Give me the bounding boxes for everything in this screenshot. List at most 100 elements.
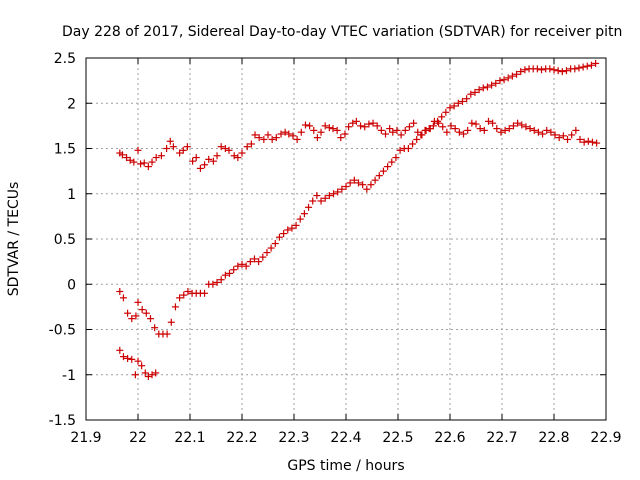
data-point (134, 357, 142, 365)
data-point (221, 145, 229, 152)
data-point (333, 126, 341, 134)
data-point (225, 146, 233, 154)
data-point (157, 152, 165, 160)
data-point (447, 122, 455, 130)
data-point (526, 125, 534, 133)
data-point (471, 88, 479, 96)
data-point (357, 122, 365, 130)
data-point (369, 119, 377, 127)
data-point (363, 185, 371, 193)
data-point (296, 215, 304, 223)
data-point (205, 155, 213, 163)
data-point (451, 125, 459, 133)
data-point (439, 123, 447, 131)
data-point (501, 126, 509, 134)
data-point (458, 97, 466, 105)
x-axis-label: GPS time / hours (287, 458, 404, 474)
data-point (141, 369, 149, 377)
data-point (179, 146, 187, 154)
data-point (118, 151, 126, 159)
data-point (517, 68, 525, 76)
data-point (132, 312, 140, 320)
data-point (169, 143, 177, 151)
data-point (468, 119, 476, 127)
data-point (455, 128, 463, 136)
x-tick-label: 22.6 (434, 430, 465, 446)
data-point (409, 140, 417, 148)
data-point (361, 123, 369, 131)
data-point (346, 179, 354, 187)
data-point (138, 306, 146, 314)
data-point (134, 298, 142, 306)
data-point (472, 120, 480, 128)
y-tick-label: -1 (62, 368, 76, 384)
data-point (367, 181, 375, 189)
data-point (530, 126, 538, 134)
data-point (213, 278, 221, 286)
data-point (268, 135, 276, 143)
data-point (250, 255, 258, 263)
y-tick-label: -1.5 (49, 413, 76, 429)
data-point (460, 130, 468, 138)
data-point (546, 65, 554, 73)
data-point (281, 128, 289, 136)
data-point (571, 65, 579, 73)
data-point (226, 269, 234, 277)
data-point (480, 126, 488, 134)
data-point (259, 253, 267, 261)
y-tick-label: -0.5 (49, 323, 76, 339)
data-point (134, 146, 142, 154)
data-point (209, 157, 217, 165)
data-point (271, 240, 279, 248)
data-point (301, 121, 309, 129)
data-point (377, 126, 385, 134)
data-point (497, 128, 505, 136)
data-point (588, 138, 596, 146)
y-axis: -1.5 -1 -0.5 0 0.5 1 1.5 2 2.5 (49, 51, 606, 429)
y-axis-label: SDTVAR / TECUs (6, 182, 22, 297)
data-point (592, 59, 600, 67)
data-point (310, 126, 318, 134)
x-tick-label: 22.2 (226, 430, 257, 446)
data-point (275, 233, 283, 241)
data-point (152, 154, 160, 162)
data-point (365, 120, 373, 128)
data-point (397, 131, 405, 139)
data-point (493, 125, 501, 133)
data-point (492, 79, 500, 87)
data-point (128, 355, 136, 363)
data-point (371, 176, 379, 184)
data-point (373, 122, 381, 130)
grid (86, 58, 606, 420)
data-point (184, 287, 192, 295)
data-point (442, 108, 450, 116)
data-point (389, 128, 397, 136)
data-point (255, 134, 263, 142)
data-point (306, 122, 314, 130)
data-point (167, 318, 175, 326)
x-tick-label: 22.1 (174, 430, 205, 446)
x-tick-label: 22.9 (590, 430, 621, 446)
data-point (217, 276, 225, 284)
y-tick-label: 0.5 (54, 232, 76, 248)
data-point (116, 346, 124, 354)
data-point (130, 158, 138, 166)
x-axis: 21.9 22 22.1 22.2 22.3 22.4 22.5 22.6 22.7 22.8 22… (70, 58, 622, 446)
data-point (551, 131, 559, 139)
x-tick-label: 22.5 (382, 430, 413, 446)
data-point (313, 134, 321, 142)
data-point (151, 324, 159, 332)
data-point (288, 224, 296, 232)
data-point (359, 181, 367, 189)
data-point (384, 163, 392, 171)
data-point (484, 117, 492, 125)
data-point (213, 152, 221, 160)
data-point (277, 130, 285, 138)
data-point (404, 145, 412, 152)
data-point (488, 81, 496, 89)
data-point (238, 260, 246, 268)
data-point (421, 126, 429, 134)
data-point (345, 123, 353, 131)
data-point (350, 176, 358, 184)
